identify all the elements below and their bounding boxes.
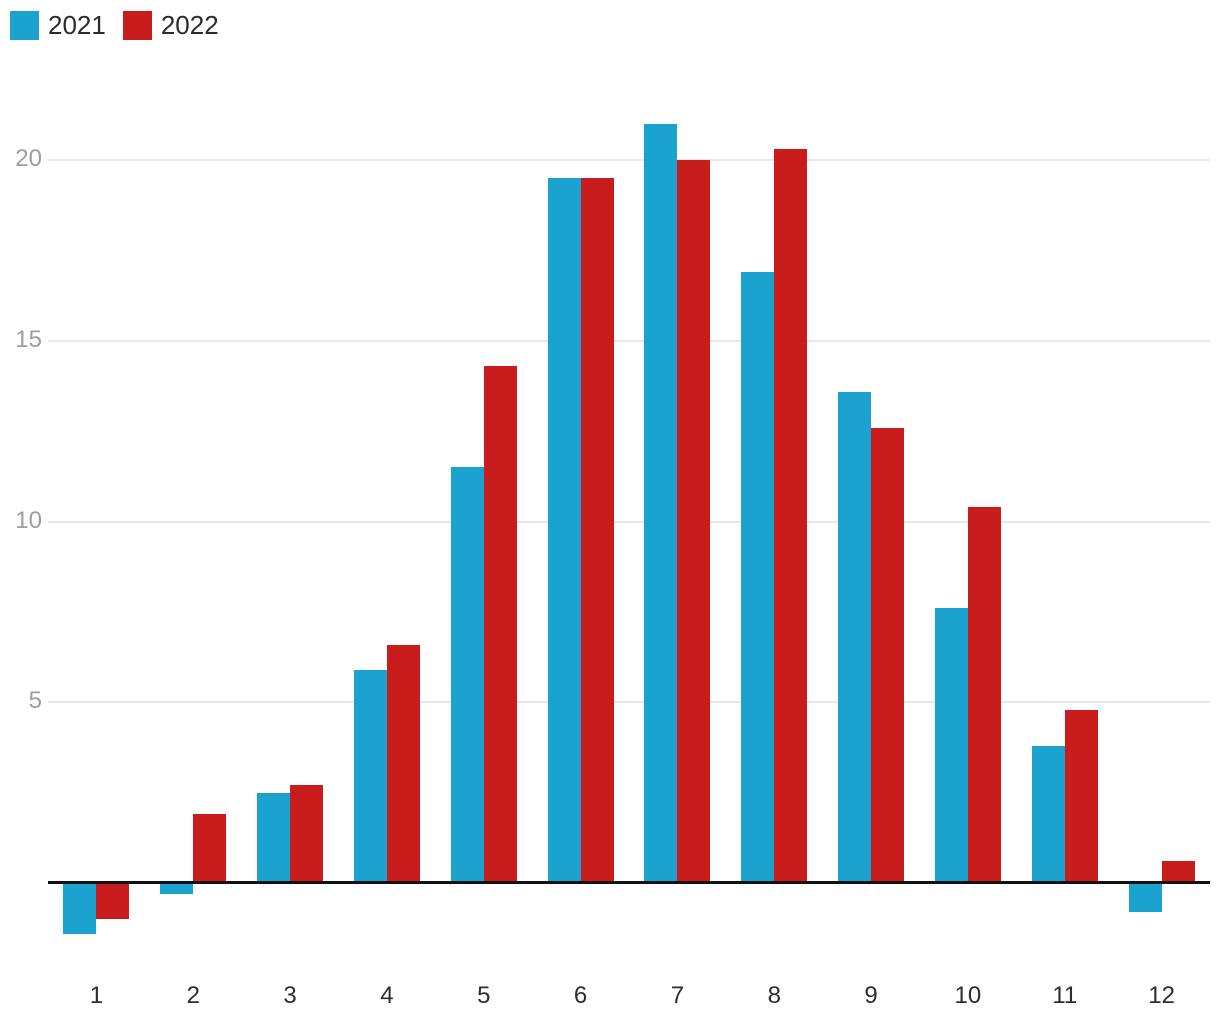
legend-item-2022: 2022 xyxy=(122,10,219,40)
bar-2021-month-6 xyxy=(547,178,581,883)
bar-2021-month-7 xyxy=(644,124,678,883)
x-axis-tick-label: 8 xyxy=(767,982,781,1009)
bar-2021-month-9 xyxy=(838,391,872,883)
bar-2021-month-4 xyxy=(353,669,387,883)
gridline-y-15 xyxy=(48,339,1210,342)
bar-2022-month-12 xyxy=(1161,861,1195,883)
legend-swatch-icon xyxy=(10,11,39,40)
bar-2021-month-11 xyxy=(1031,745,1065,883)
bar-2022-month-6 xyxy=(580,178,614,883)
bar-2022-month-1 xyxy=(96,883,130,920)
x-axis-tick-label: 2 xyxy=(186,982,200,1009)
bar-2021-month-8 xyxy=(741,272,775,883)
x-axis-tick-label: 4 xyxy=(380,982,394,1009)
x-axis-tick-label: 6 xyxy=(573,982,588,1009)
bar-2021-month-3 xyxy=(257,792,291,883)
legend-label: 2021 xyxy=(48,10,106,40)
x-axis-tick-label: 9 xyxy=(864,982,878,1009)
bar-2021-month-10 xyxy=(934,608,968,883)
bar-2021-month-5 xyxy=(450,467,484,883)
bar-2022-month-5 xyxy=(483,366,517,883)
x-axis-tick-label: 12 xyxy=(1148,982,1175,1009)
x-axis-tick-label: 11 xyxy=(1052,982,1078,1009)
bar-2022-month-9 xyxy=(871,427,905,883)
x-axis-tick-label: 7 xyxy=(670,982,685,1009)
x-axis-tick-label: 5 xyxy=(477,982,491,1009)
x-axis-tick-label: 1 xyxy=(89,982,104,1009)
bar-2022-month-10 xyxy=(967,507,1001,883)
y-axis-tick-label: 5 xyxy=(28,687,42,715)
x-axis-tick-label: 10 xyxy=(954,982,982,1009)
x-axis-tick-label: 3 xyxy=(283,982,297,1009)
chart-legend: 2021 2022 xyxy=(10,11,219,40)
bar-2022-month-3 xyxy=(290,785,324,883)
bar-2021-month-12 xyxy=(1128,883,1162,912)
gridline-y-5 xyxy=(48,701,1210,704)
gridline-y-20 xyxy=(48,159,1210,162)
bar-2022-month-4 xyxy=(386,644,420,883)
legend-label: 2022 xyxy=(160,10,219,40)
bar-2022-month-7 xyxy=(677,160,711,883)
legend-swatch-icon xyxy=(122,11,152,40)
gridline-y-10 xyxy=(48,520,1210,523)
bar-2021-month-1 xyxy=(63,883,97,934)
y-axis-tick-label: 15 xyxy=(15,325,42,353)
x-axis-zero-line xyxy=(48,881,1210,884)
bar-2022-month-8 xyxy=(774,149,808,883)
y-axis-tick-label: 10 xyxy=(15,506,42,534)
y-axis-tick-label: 20 xyxy=(15,145,42,173)
bar-2022-month-2 xyxy=(193,814,227,883)
bar-2022-month-11 xyxy=(1064,709,1098,883)
legend-item-2021: 2021 xyxy=(10,11,106,40)
bar-2021-month-2 xyxy=(160,883,194,894)
